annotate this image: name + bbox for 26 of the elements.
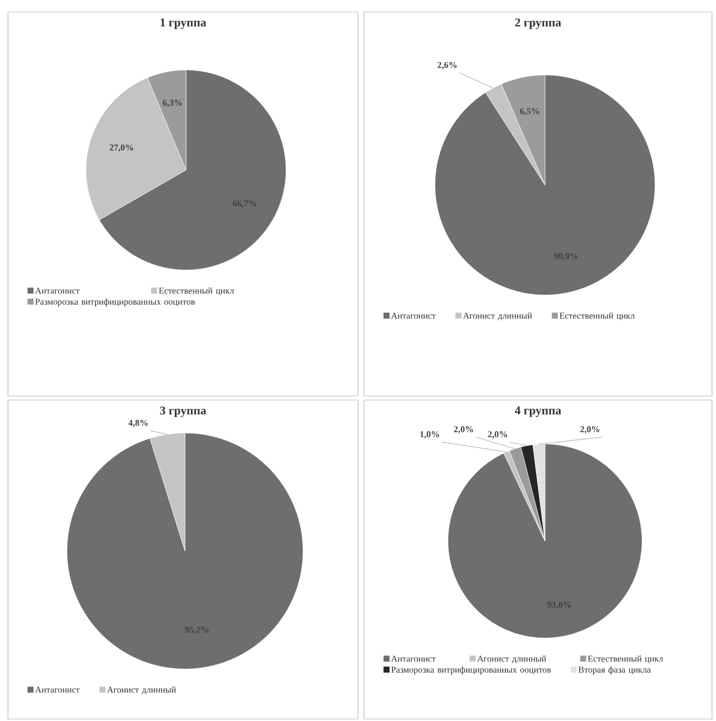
legend-label: Агонист длинный [477,656,546,664]
legend-label: Антагонист [391,312,436,319]
data-label: 1,0% [420,431,439,439]
data-label: 2,0% [580,426,600,434]
legend-label: Вторая фаза цикла [578,666,651,675]
legend-label: Разморозка витрифицированных ооцитов [391,666,551,675]
chart-title: 4 группа [514,406,562,417]
legend-label: Естественный цикл [560,312,635,320]
legend-label: Разморозка витрифицированных ооцитов [35,298,195,307]
data-label: 6,5% [520,108,540,116]
data-label: 2,0% [454,426,473,434]
data-label: 27,0% [110,144,134,152]
legend-label: Естественный цикл [588,656,663,664]
legend-label: Антагонист [35,686,80,693]
chart-title: 3 группа [160,406,206,418]
data-label: 2,6% [438,62,457,70]
chart-title: 1 группа [160,18,206,29]
legend-label: Агонист длинный [107,686,176,694]
chart-title: 2 группа [515,18,562,30]
legend-label: Агонист длинный [463,312,532,320]
data-label: 2,0% [488,431,507,439]
legend-label: Естественный цикл [158,288,234,296]
legend-label: Антагонист [35,288,80,294]
data-label: 4,8% [128,420,148,428]
legend-label: Антагонист [391,656,436,662]
data-label: 6,3% [162,100,182,107]
